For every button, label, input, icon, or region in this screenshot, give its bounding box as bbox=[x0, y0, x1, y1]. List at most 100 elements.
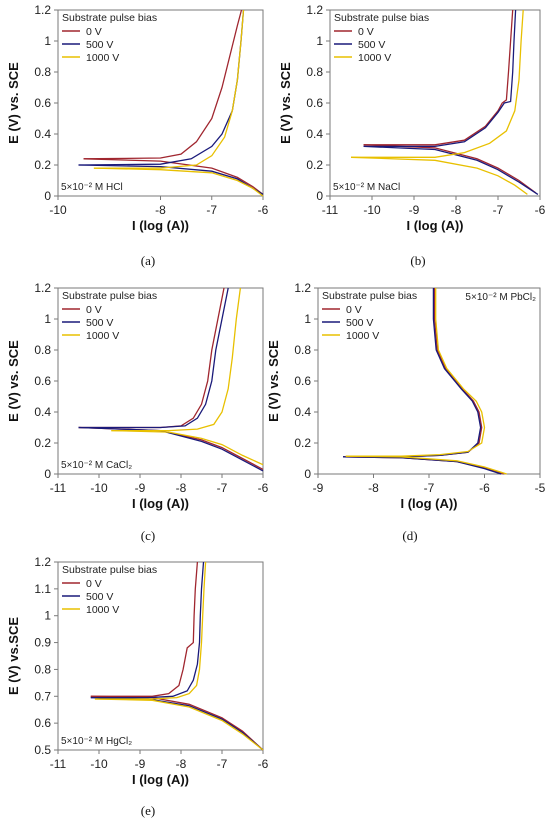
x-tick-label: -6 bbox=[535, 203, 546, 217]
panel-label: (e) bbox=[141, 803, 155, 818]
x-tick-label: -7 bbox=[424, 481, 435, 495]
x-tick-label: -10 bbox=[49, 203, 67, 217]
legend-title: Substrate pulse bias bbox=[62, 564, 157, 576]
x-tick-label: -11 bbox=[322, 203, 339, 217]
electrolyte-note: 5×10⁻² M CaCl₂ bbox=[61, 460, 132, 471]
panel-label: (c) bbox=[141, 528, 155, 543]
y-tick-label: 0.4 bbox=[34, 405, 51, 419]
y-tick-label: 1 bbox=[304, 312, 311, 326]
y-tick-label: 0.6 bbox=[294, 374, 311, 388]
chart-panel-3: 0 0.2 0.4 0.6 0.8 1 1.2 -11 -10 -9 -8 -7 -6 I (log (A… bbox=[6, 281, 269, 543]
legend-entry: 1000 V bbox=[86, 330, 119, 342]
legend-entry: 1000 V bbox=[86, 52, 119, 64]
x-axis-title: I (log (A)) bbox=[132, 496, 189, 511]
y-tick-label: 0 bbox=[44, 467, 51, 481]
legend-title: Substrate pulse bias bbox=[334, 12, 429, 24]
y-tick-label: 1.2 bbox=[34, 281, 51, 295]
y-tick-label: 0.6 bbox=[306, 96, 323, 110]
y-tick-label: 1.2 bbox=[34, 555, 51, 569]
y-tick-label: 1.1 bbox=[34, 582, 51, 596]
panel-label: (b) bbox=[410, 253, 425, 268]
series-line-anodic bbox=[345, 288, 486, 457]
x-tick-label: -6 bbox=[258, 203, 269, 217]
y-tick-label: 1.2 bbox=[306, 3, 323, 17]
y-tick-label: 0.2 bbox=[34, 158, 51, 172]
x-tick-label: -8 bbox=[368, 481, 379, 495]
y-axis-title: E (V) vs. SCE bbox=[278, 62, 293, 144]
x-axis-title: I (log (A)) bbox=[132, 218, 189, 233]
y-tick-label: 0.4 bbox=[306, 127, 323, 141]
legend-entry: 0 V bbox=[346, 304, 362, 316]
y-axis-title: E (V) vs. SCE bbox=[6, 340, 21, 422]
legend-entry: 500 V bbox=[358, 39, 385, 51]
legend-entry: 1000 V bbox=[358, 52, 391, 64]
x-tick-label: -7 bbox=[206, 203, 217, 217]
electrolyte-note: 5×10⁻² M HCl bbox=[61, 182, 123, 193]
legend-entry: 1000 V bbox=[86, 604, 119, 616]
x-tick-label: -9 bbox=[409, 203, 420, 217]
y-tick-label: 1.2 bbox=[294, 281, 311, 295]
y-axis-title: E (V) vs.SCE bbox=[6, 617, 21, 695]
chart-panel-4: 0 0.2 0.4 0.6 0.8 1 1.2 -9 -8 -7 -6 -5 I (log (A)) E … bbox=[266, 281, 546, 543]
series-line-anodic bbox=[90, 561, 205, 699]
x-tick-label: -8 bbox=[176, 481, 187, 495]
x-tick-label: -8 bbox=[155, 203, 166, 217]
x-tick-label: -7 bbox=[217, 757, 228, 771]
x-tick-label: -11 bbox=[50, 481, 67, 495]
y-tick-label: 0.2 bbox=[34, 436, 51, 450]
plot-area bbox=[57, 561, 264, 751]
legend-entry: 0 V bbox=[86, 578, 102, 590]
series-line-cathodic bbox=[342, 456, 502, 475]
y-tick-label: 0 bbox=[44, 189, 51, 203]
series-line-cathodic bbox=[363, 144, 537, 194]
y-tick-label: 0.8 bbox=[34, 343, 51, 357]
y-tick-label: 0.7 bbox=[34, 689, 51, 703]
y-tick-label: 0.4 bbox=[34, 127, 51, 141]
x-tick-label: -7 bbox=[493, 203, 504, 217]
series-line-anodic bbox=[363, 9, 514, 146]
series-line-cathodic bbox=[363, 145, 539, 195]
x-axis-title: I (log (A)) bbox=[400, 496, 457, 511]
y-axis-title: E (V) vs. SCE bbox=[266, 340, 281, 422]
x-tick-label: -7 bbox=[217, 481, 228, 495]
legend-entry: 500 V bbox=[346, 317, 373, 329]
series-line-cathodic bbox=[93, 167, 264, 197]
series-line-anodic bbox=[93, 9, 245, 169]
chart-panel-1: 0 0.2 0.4 0.6 0.8 1 1.2 -10 -8 -7 -6 I (log (A)) E (… bbox=[6, 3, 269, 268]
x-axis-title: I (log (A)) bbox=[406, 218, 463, 233]
series-line-cathodic bbox=[350, 156, 528, 195]
y-tick-label: 0.9 bbox=[34, 636, 51, 650]
y-tick-label: 0.6 bbox=[34, 716, 51, 730]
series-line-anodic bbox=[351, 9, 524, 158]
series-line-cathodic bbox=[83, 158, 264, 195]
electrolyte-note: 5×10⁻² M HgCl₂ bbox=[61, 736, 132, 747]
y-tick-label: 0.2 bbox=[294, 436, 311, 450]
panel-label: (a) bbox=[141, 253, 155, 268]
y-tick-label: 0.8 bbox=[34, 65, 51, 79]
y-tick-label: 0.8 bbox=[34, 662, 51, 676]
y-tick-label: 0.6 bbox=[34, 374, 51, 388]
legend-entry: 500 V bbox=[86, 317, 113, 329]
y-tick-label: 0.8 bbox=[294, 343, 311, 357]
y-tick-label: 1.2 bbox=[34, 3, 51, 17]
legend-entry: 1000 V bbox=[346, 330, 379, 342]
legend-title: Substrate pulse bias bbox=[62, 290, 157, 302]
y-tick-label: 1 bbox=[316, 34, 323, 48]
plot-area bbox=[317, 287, 541, 475]
y-tick-label: 1 bbox=[44, 609, 51, 623]
y-tick-label: 0.2 bbox=[306, 158, 323, 172]
x-tick-label: -6 bbox=[258, 757, 269, 771]
y-tick-label: 0.6 bbox=[34, 96, 51, 110]
y-tick-label: 1 bbox=[44, 34, 51, 48]
legend-title: Substrate pulse bias bbox=[62, 12, 157, 24]
series-line-anodic bbox=[343, 288, 482, 458]
y-tick-label: 1 bbox=[44, 312, 51, 326]
x-tick-label: -9 bbox=[135, 757, 146, 771]
series-line-cathodic bbox=[94, 698, 264, 751]
x-tick-label: -6 bbox=[258, 481, 269, 495]
x-tick-label: -10 bbox=[90, 481, 108, 495]
panel-label: (d) bbox=[402, 528, 417, 543]
series-line-cathodic bbox=[111, 429, 264, 466]
x-tick-label: -10 bbox=[90, 757, 108, 771]
